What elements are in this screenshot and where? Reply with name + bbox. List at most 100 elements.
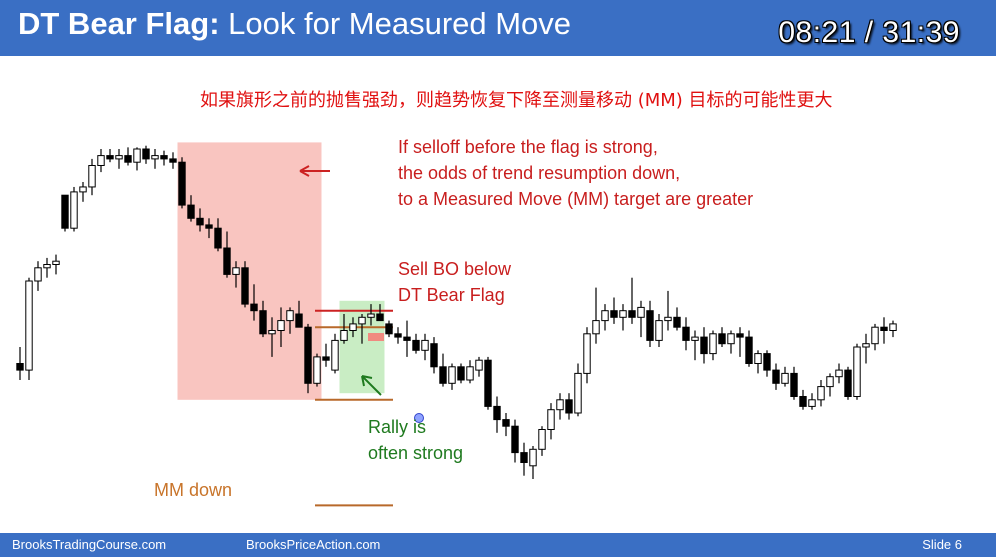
- slide-number: Slide 6: [922, 537, 962, 552]
- selloff-note-line-3: to a Measured Move (MM) target are great…: [398, 189, 754, 209]
- bull-candle: [664, 316, 672, 322]
- bear-candle: [700, 336, 708, 355]
- bear-candle: [124, 155, 132, 163]
- bull-candle: [538, 429, 546, 450]
- bull-candle: [367, 313, 375, 318]
- bull-candle: [466, 366, 474, 381]
- bull-candle: [862, 343, 870, 348]
- bull-candle: [835, 369, 843, 378]
- bear-candle: [484, 359, 492, 407]
- bull-candle: [286, 310, 294, 322]
- bull-candle: [97, 155, 105, 167]
- slide-footer: BrooksTradingCourse.com BrooksPriceActio…: [0, 533, 996, 557]
- cursor-dot: [414, 413, 424, 423]
- bear-candle: [412, 339, 420, 351]
- bear-candle: [223, 247, 231, 275]
- bull-candle: [232, 267, 240, 275]
- bear-candle: [880, 326, 888, 332]
- bull-candle: [637, 306, 645, 318]
- bear-candle: [385, 323, 393, 335]
- bear-candle: [295, 313, 303, 328]
- footer-center-link[interactable]: BrooksPriceAction.com: [246, 537, 381, 552]
- bull-candle: [133, 148, 141, 163]
- bull-candle: [574, 372, 582, 414]
- bear-candle: [610, 310, 618, 318]
- bear-candle: [790, 372, 798, 397]
- slide-title-rest: Look for Measured Move: [219, 6, 572, 41]
- bull-candle: [313, 356, 321, 384]
- bear-candle: [673, 316, 681, 328]
- bear-candle: [628, 310, 636, 318]
- bear-candle: [259, 310, 267, 335]
- bear-candle: [718, 333, 726, 345]
- bear-candle: [205, 224, 213, 229]
- bear-candle: [682, 326, 690, 341]
- bear-candle: [511, 425, 519, 454]
- bear-candle: [844, 369, 852, 398]
- bear-candle: [169, 158, 177, 163]
- bear-candle: [763, 353, 771, 371]
- bull-candle: [151, 155, 159, 160]
- bear-candle: [241, 267, 249, 305]
- bull-candle: [655, 320, 663, 341]
- mm-down-label: MM down: [154, 480, 233, 500]
- bull-candle: [358, 316, 366, 325]
- sell-bo-note-line-2: DT Bear Flag: [398, 285, 505, 305]
- bear-candle: [214, 227, 222, 249]
- bear-candle: [196, 217, 204, 226]
- bear-candle: [520, 452, 528, 464]
- bull-candle: [475, 359, 483, 371]
- sell-bo-note: Sell BO below DT Bear Flag: [398, 256, 511, 308]
- slide-title: DT Bear Flag: Look for Measured Move: [18, 6, 571, 42]
- bull-candle: [826, 376, 834, 388]
- bear-candle: [178, 161, 186, 206]
- bear-candle: [646, 310, 654, 341]
- footer-left-link[interactable]: BrooksTradingCourse.com: [12, 537, 167, 552]
- bear-candle: [403, 336, 411, 341]
- bull-candle: [268, 330, 276, 335]
- bear-candle: [565, 399, 573, 414]
- breakout-marker: [368, 333, 384, 341]
- bear-candle: [430, 343, 438, 368]
- bear-candle: [142, 148, 150, 160]
- bull-candle: [781, 372, 789, 384]
- bear-candle: [250, 303, 258, 312]
- bear-candle: [394, 333, 402, 338]
- bear-candle: [457, 366, 465, 381]
- chinese-caption: 如果旗形之前的抛售强劲，则趋势恢复下降至测量移动 (MM) 目标的可能性更大: [200, 90, 833, 111]
- bull-candle: [709, 333, 717, 355]
- bull-candle: [43, 264, 51, 269]
- bull-candle: [277, 320, 285, 332]
- bull-candle: [853, 346, 861, 397]
- bull-candle: [871, 326, 879, 345]
- bear-candle: [799, 396, 807, 407]
- rally-arrow-path: [361, 375, 382, 396]
- bear-candle: [745, 336, 753, 365]
- bull-candle: [547, 409, 555, 431]
- bull-candle: [25, 280, 33, 371]
- bull-candle: [448, 366, 456, 384]
- bull-candle: [754, 353, 762, 365]
- selloff-note-line-2: the odds of trend resumption down,: [398, 163, 681, 183]
- bear-candle: [106, 155, 114, 160]
- bull-candle: [340, 330, 348, 341]
- bull-candle: [52, 260, 60, 266]
- bull-candle: [529, 448, 537, 467]
- bull-candle: [583, 333, 591, 374]
- bull-candle: [88, 165, 96, 188]
- rally-note: Rally is often strong: [368, 414, 463, 466]
- bull-candle: [349, 323, 357, 331]
- slide-title-bold: DT Bear Flag:: [18, 6, 220, 41]
- bear-candle: [736, 333, 744, 338]
- bear-candle: [376, 313, 384, 322]
- bull-candle: [421, 339, 429, 351]
- bull-candle: [817, 386, 825, 401]
- bull-candle: [619, 310, 627, 318]
- slide-header: DT Bear Flag: Look for Measured Move 08:…: [0, 0, 996, 56]
- bear-candle: [304, 326, 312, 384]
- video-timer: 08:21 / 31:39: [778, 16, 960, 49]
- rally-note-line-1: Rally is: [368, 417, 427, 437]
- bear-candle: [322, 356, 330, 361]
- bull-candle: [691, 336, 699, 341]
- selloff-arrow-path: [299, 165, 330, 177]
